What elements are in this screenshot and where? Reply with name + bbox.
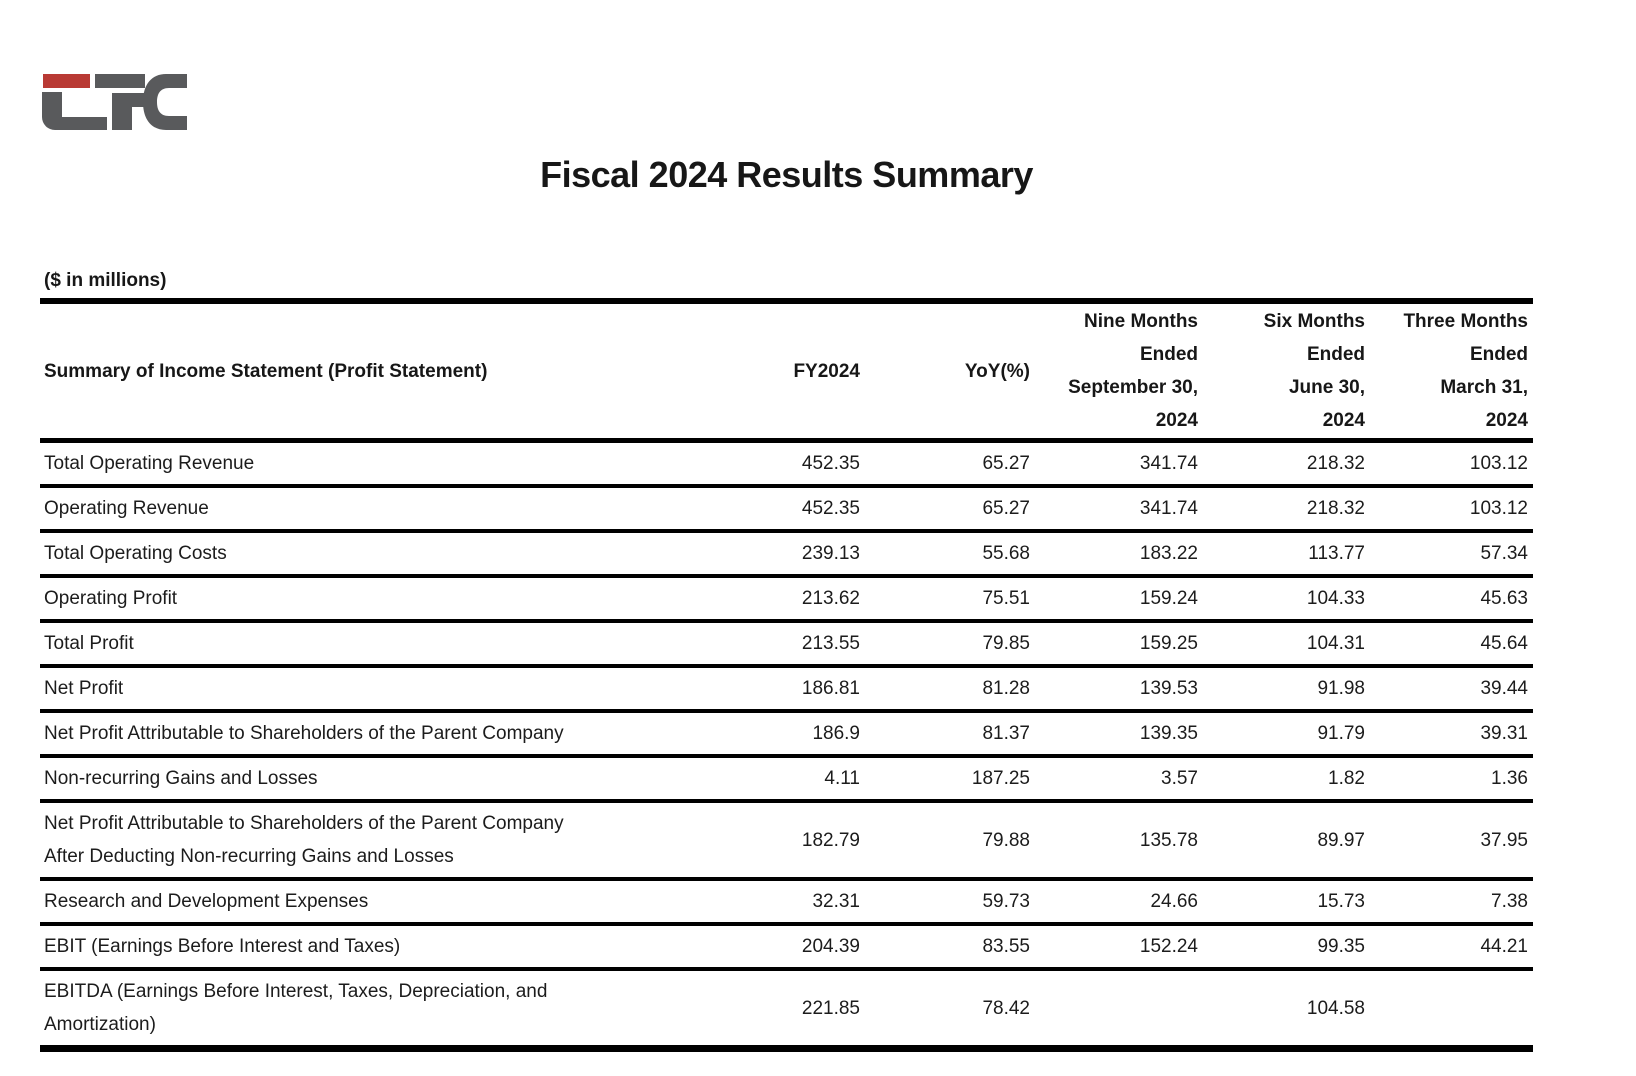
cell-three_months: 39.31 bbox=[1370, 711, 1533, 758]
cell-yoy: 81.37 bbox=[865, 711, 1035, 758]
cell-fy2024: 204.39 bbox=[700, 924, 865, 971]
row-label: Operating Revenue bbox=[40, 486, 700, 533]
cell-nine_months: 183.22 bbox=[1035, 531, 1203, 578]
cell-three_months: 57.34 bbox=[1370, 531, 1533, 578]
cell-six_months: 104.31 bbox=[1203, 621, 1370, 668]
row-label: Total Operating Costs bbox=[40, 531, 700, 578]
column-header-three_months: Three Months Ended March 31, 2024 bbox=[1370, 301, 1533, 443]
row-label: EBITDA (Earnings Before Interest, Taxes,… bbox=[44, 981, 548, 1035]
cell-three_months: 44.21 bbox=[1370, 924, 1533, 971]
cell-yoy: 59.73 bbox=[865, 879, 1035, 926]
column-header-label: Summary of Income Statement (Profit Stat… bbox=[40, 301, 700, 443]
lfc-logo-icon bbox=[42, 74, 187, 130]
cell-six_months: 104.58 bbox=[1306, 997, 1365, 1019]
cell-nine_months: 159.24 bbox=[1035, 576, 1203, 623]
cell-six_months: 113.77 bbox=[1203, 531, 1370, 578]
cell-fy2024: 186.81 bbox=[700, 666, 865, 713]
table-row: Total Profit 213.55 79.85 159.25 104.31 45.64 bbox=[40, 621, 1533, 668]
row-label: Net Profit Attributable to Shareholders … bbox=[40, 801, 700, 881]
table-row: Net Profit Attributable to Shareholders … bbox=[40, 801, 1533, 881]
column-header-fy2024: FY2024 bbox=[700, 301, 865, 443]
cell-fy2024: 213.55 bbox=[700, 621, 865, 668]
cell-nine_months: 341.74 bbox=[1035, 440, 1203, 488]
cell-yoy: 55.68 bbox=[865, 531, 1035, 578]
cell-yoy: 81.28 bbox=[865, 666, 1035, 713]
cell-six_months: 99.35 bbox=[1203, 924, 1370, 971]
cell-nine_months: 139.53 bbox=[1035, 666, 1203, 713]
cell-fy2024: 4.11 bbox=[700, 756, 865, 803]
column-header-nine_months: Nine Months Ended September 30, 2024 bbox=[1035, 301, 1203, 443]
table-header-row: Summary of Income Statement (Profit Stat… bbox=[40, 301, 1533, 443]
units-note: ($ in millions) bbox=[44, 270, 167, 291]
row-label: Research and Development Expenses bbox=[40, 879, 700, 926]
cell-yoy: 187.25 bbox=[865, 756, 1035, 803]
row-label: Operating Profit bbox=[40, 576, 700, 623]
cell-six_months: 91.79 bbox=[1203, 711, 1370, 758]
cell-six_months: 91.98 bbox=[1203, 666, 1370, 713]
table-row: Total Operating Costs 239.13 55.68 183.22 11… bbox=[40, 531, 1533, 578]
cell-fy2024: 182.79 bbox=[700, 801, 865, 881]
cell-nine_months bbox=[1035, 969, 1203, 1049]
table-row: Net Profit Attributable to Shareholders … bbox=[40, 711, 1533, 758]
cell-nine_months: 152.24 bbox=[1035, 924, 1203, 971]
cell-fy2024: 452.35 bbox=[700, 440, 865, 488]
row-label: Net Profit bbox=[40, 666, 700, 713]
cell-six_months: 104.33 bbox=[1203, 576, 1370, 623]
cell-fy2024: 452.35 bbox=[700, 486, 865, 533]
row-label: Net Profit Attributable to Shareholders … bbox=[40, 711, 700, 758]
cell-three_months bbox=[1370, 969, 1533, 1049]
row-label: Non-recurring Gains and Losses bbox=[40, 756, 700, 803]
cell-fy2024: 221.85 bbox=[801, 997, 860, 1019]
cell-three_months: 37.95 bbox=[1370, 801, 1533, 881]
cell-six_months: 15.73 bbox=[1203, 879, 1370, 926]
table-row: Operating Revenue 452.35 65.27 341.74 218.32… bbox=[40, 486, 1533, 533]
table-row: Net Profit 186.81 81.28 139.53 91.98 39.44 bbox=[40, 666, 1533, 713]
table-row: Operating Profit 213.62 75.51 159.24 104.33 4… bbox=[40, 576, 1533, 623]
company-logo bbox=[40, 0, 190, 132]
cell-fy2024: 186.9 bbox=[700, 711, 865, 758]
cell-nine_months: 159.25 bbox=[1035, 621, 1203, 668]
table-row: EBITDA (Earnings Before Interest, Taxes,… bbox=[40, 969, 1533, 1049]
cell-six_months: 218.32 bbox=[1203, 486, 1370, 533]
table-row: Total Operating Revenue 452.35 65.27 341.74… bbox=[40, 440, 1533, 488]
cell-yoy: 75.51 bbox=[865, 576, 1035, 623]
cell-nine_months: 24.66 bbox=[1035, 879, 1203, 926]
page-title: Fiscal 2024 Results Summary bbox=[540, 154, 1033, 195]
cell-three_months: 45.64 bbox=[1370, 621, 1533, 668]
cell-three_months: 45.63 bbox=[1370, 576, 1533, 623]
cell-nine_months: 139.35 bbox=[1035, 711, 1203, 758]
cell-six_months: 89.97 bbox=[1203, 801, 1370, 881]
cell-yoy: 79.88 bbox=[865, 801, 1035, 881]
cell-three_months: 103.12 bbox=[1370, 486, 1533, 533]
cell-nine_months: 341.74 bbox=[1035, 486, 1203, 533]
cell-fy2024: 213.62 bbox=[700, 576, 865, 623]
cell-nine_months: 3.57 bbox=[1035, 756, 1203, 803]
row-label: EBIT (Earnings Before Interest and Taxes… bbox=[40, 924, 700, 971]
cell-three_months: 39.44 bbox=[1370, 666, 1533, 713]
cell-yoy: 78.42 bbox=[982, 997, 1030, 1019]
income-statement-table: Summary of Income Statement (Profit Stat… bbox=[40, 298, 1533, 1052]
cell-yoy: 83.55 bbox=[865, 924, 1035, 971]
content-container: Fiscal 2024 Results Summary ($ in millio… bbox=[40, 0, 1533, 1052]
column-header-six_months: Six Months Ended June 30, 2024 bbox=[1203, 301, 1370, 443]
cell-three_months: 103.12 bbox=[1370, 440, 1533, 488]
cell-three_months: 1.36 bbox=[1370, 756, 1533, 803]
cell-three_months: 7.38 bbox=[1370, 879, 1533, 926]
cell-yoy: 79.85 bbox=[865, 621, 1035, 668]
cell-fy2024: 32.31 bbox=[700, 879, 865, 926]
table-row: Research and Development Expenses 32.31 59… bbox=[40, 879, 1533, 926]
cell-nine_months: 135.78 bbox=[1035, 801, 1203, 881]
row-label: Total Profit bbox=[40, 621, 700, 668]
column-header-yoy: YoY(%) bbox=[865, 301, 1035, 443]
cell-six_months: 1.82 bbox=[1203, 756, 1370, 803]
cell-yoy: 65.27 bbox=[865, 440, 1035, 488]
row-label: Total Operating Revenue bbox=[40, 440, 700, 488]
cell-fy2024: 239.13 bbox=[700, 531, 865, 578]
cell-six_months: 218.32 bbox=[1203, 440, 1370, 488]
table-row: Non-recurring Gains and Losses 4.11 187.25… bbox=[40, 756, 1533, 803]
table-row: EBIT (Earnings Before Interest and Taxes… bbox=[40, 924, 1533, 971]
cell-yoy: 65.27 bbox=[865, 486, 1035, 533]
